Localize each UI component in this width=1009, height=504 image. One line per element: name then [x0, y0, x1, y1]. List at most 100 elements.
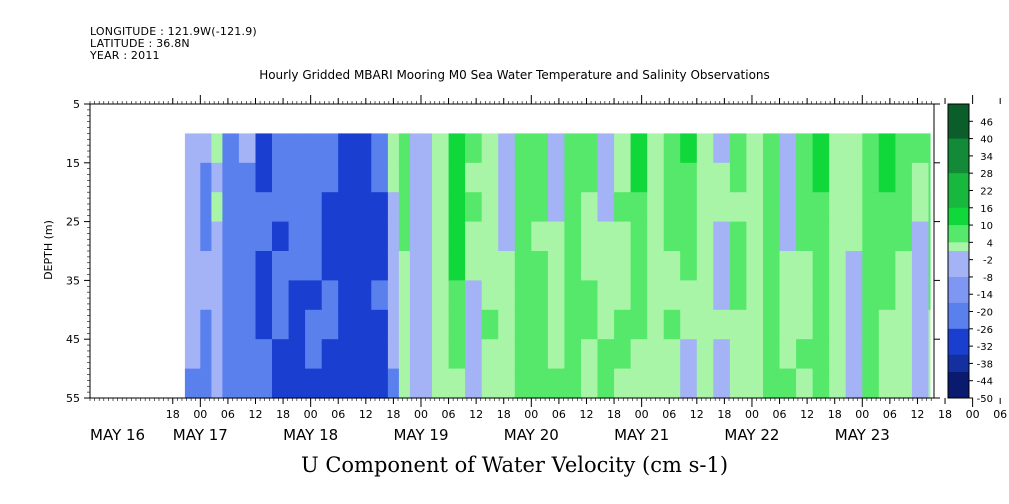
heatmap-cell	[222, 192, 240, 223]
heatmap-cell	[481, 221, 499, 252]
heatmap-cell	[184, 162, 201, 193]
heatmap-cell	[338, 339, 356, 370]
heatmap-cell	[465, 368, 483, 399]
heatmap-cell	[746, 280, 764, 311]
heatmap-cell	[354, 192, 372, 223]
heatmap-cell	[729, 133, 747, 164]
heatmap-cell	[911, 368, 929, 399]
heatmap-cell	[663, 309, 681, 340]
y-tick-label: 5	[73, 98, 80, 111]
heatmap-cell	[779, 192, 797, 223]
heatmap-cell	[763, 309, 781, 340]
y-axis-label: DEPTH (m)	[42, 220, 55, 280]
heatmap-cell	[614, 368, 632, 399]
heatmap-cell	[812, 251, 830, 281]
x-tick-label: 18	[607, 408, 621, 421]
x-tick-label: 00	[966, 408, 980, 421]
heatmap-cell	[812, 280, 830, 311]
heatmap-cell	[531, 221, 549, 252]
heatmap-cell	[354, 280, 372, 311]
heatmap-cell	[409, 162, 422, 193]
heatmap-cell	[387, 221, 400, 252]
heatmap-cell	[387, 280, 400, 311]
heatmap-cell	[862, 192, 880, 223]
heatmap-cell	[680, 309, 698, 340]
heatmap-cell	[211, 368, 223, 399]
heatmap-cell	[354, 251, 372, 281]
heatmap-cell	[465, 162, 483, 193]
heatmap-cell	[200, 192, 212, 223]
heatmap-cell	[829, 368, 847, 399]
heatmap-cell	[911, 221, 929, 252]
colorbar-swatch	[948, 259, 969, 269]
heatmap-cell	[812, 221, 830, 252]
heatmap-cell	[729, 162, 747, 193]
y-tick-label: 35	[66, 274, 80, 287]
heatmap-cell	[862, 251, 880, 281]
heatmap-cell	[398, 133, 411, 164]
heatmap-cell	[713, 133, 731, 164]
heatmap-cell	[713, 309, 731, 340]
heatmap-cell	[498, 309, 516, 340]
heatmap-cell	[305, 251, 323, 281]
heatmap-cell	[547, 339, 565, 370]
heatmap-cell	[845, 162, 863, 193]
heatmap-cell	[211, 162, 223, 193]
heatmap-cell	[614, 280, 632, 311]
heatmap-cell	[514, 221, 532, 252]
heatmap-cell	[255, 162, 273, 193]
y-axis: 5 15 25 35 45 55	[66, 98, 940, 405]
heatmap-cell	[498, 251, 516, 281]
heatmap-cell	[371, 309, 389, 340]
heatmap-cell	[663, 280, 681, 311]
heatmap-cell	[796, 339, 814, 370]
x-tick-label: 00	[635, 408, 649, 421]
colorbar-swatch	[948, 181, 969, 191]
heatmap-cell	[514, 368, 532, 399]
heatmap-cell	[387, 251, 400, 281]
heatmap-cell	[597, 251, 615, 281]
heatmap-cell	[398, 368, 411, 399]
heatmap-cell	[421, 221, 433, 252]
colorbar-tick-label: 46	[980, 117, 993, 128]
heatmap-cell	[354, 133, 372, 164]
colorbar-tick-label: -14	[977, 290, 993, 301]
x-tick-label: 06	[883, 408, 897, 421]
heatmap-cell	[184, 221, 201, 252]
heatmap-cell	[531, 309, 549, 340]
heatmap-cell	[238, 251, 256, 281]
heatmap-cell	[696, 309, 714, 340]
heatmap-cell	[680, 221, 698, 252]
heatmap-cell	[796, 368, 814, 399]
colorbar-swatch	[948, 190, 969, 200]
heatmap-cell	[845, 368, 863, 399]
heatmap-cell	[465, 251, 483, 281]
heatmap-cell	[564, 133, 582, 164]
heatmap-cell	[288, 251, 306, 281]
heatmap-cell	[288, 221, 306, 252]
y-tick-label: 15	[66, 157, 80, 170]
heatmap-cell	[409, 309, 422, 340]
heatmap-cell	[713, 192, 731, 223]
heatmap-cell	[498, 368, 516, 399]
heatmap-cell	[928, 162, 931, 193]
heatmap-cell	[581, 221, 599, 252]
heatmap-cell	[647, 162, 665, 193]
heatmap-cell	[481, 309, 499, 340]
heatmap-cell	[432, 162, 450, 193]
colorbar-tick-label: -2	[983, 256, 993, 267]
chart-title: Hourly Gridded MBARI Mooring M0 Sea Wate…	[259, 68, 770, 82]
heatmap-cell	[763, 221, 781, 252]
heatmap-cell	[630, 221, 648, 252]
heatmap-cell	[371, 192, 389, 223]
heatmap-cell	[895, 221, 913, 252]
x-tick-label: 12	[690, 408, 704, 421]
heatmap-cell	[895, 339, 913, 370]
heatmap-cell	[796, 309, 814, 340]
heatmap-cell	[211, 309, 223, 340]
heatmap-cell	[398, 280, 411, 311]
heatmap-cell	[448, 221, 466, 252]
heatmap-cell	[928, 280, 931, 311]
heatmap-cell	[387, 192, 400, 223]
heatmap-cell	[432, 280, 450, 311]
